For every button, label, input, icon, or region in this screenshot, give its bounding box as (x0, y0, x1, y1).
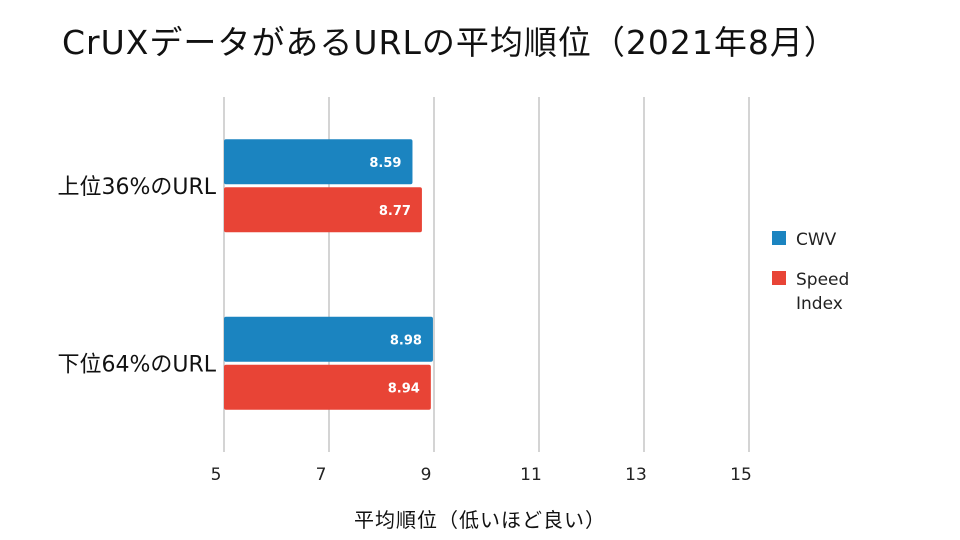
bar-value-label: 8.59 (369, 156, 401, 171)
category-labels: 上位36%のURL 下位64%のURL (57, 175, 216, 378)
legend-label: Speed Index (796, 270, 849, 314)
legend: CWV Speed Index (772, 230, 849, 314)
legend-swatch (772, 231, 786, 245)
x-tick-label: 11 (520, 465, 542, 485)
bar-speed-index (224, 187, 422, 233)
x-axis-label: 平均順位（低いほど良い） (354, 508, 606, 532)
bar-value-label: 8.98 (390, 333, 422, 348)
category-label: 上位36%のURL (57, 175, 216, 200)
legend-swatch (772, 271, 786, 285)
bars: 8.59 8.77 8.98 8.94 (224, 139, 433, 410)
bar-value-label: 8.94 (388, 381, 420, 396)
category-label: 下位64%のURL (57, 352, 216, 377)
x-tick-label: 7 (316, 465, 327, 485)
legend-label: CWV (796, 230, 837, 250)
x-tick-labels: 5 7 9 11 13 15 (211, 465, 752, 485)
chart-title: CrUXデータがあるURLの平均順位（2021年8月） (62, 23, 838, 62)
bar-cwv (224, 139, 413, 185)
bar-value-label: 8.77 (379, 204, 411, 219)
bar-cwv (224, 316, 433, 362)
x-tick-label: 9 (421, 465, 432, 485)
x-tick-label: 13 (625, 465, 647, 485)
x-tick-label: 15 (730, 465, 752, 485)
x-tick-label: 5 (211, 465, 222, 485)
bar-speed-index (224, 364, 431, 410)
